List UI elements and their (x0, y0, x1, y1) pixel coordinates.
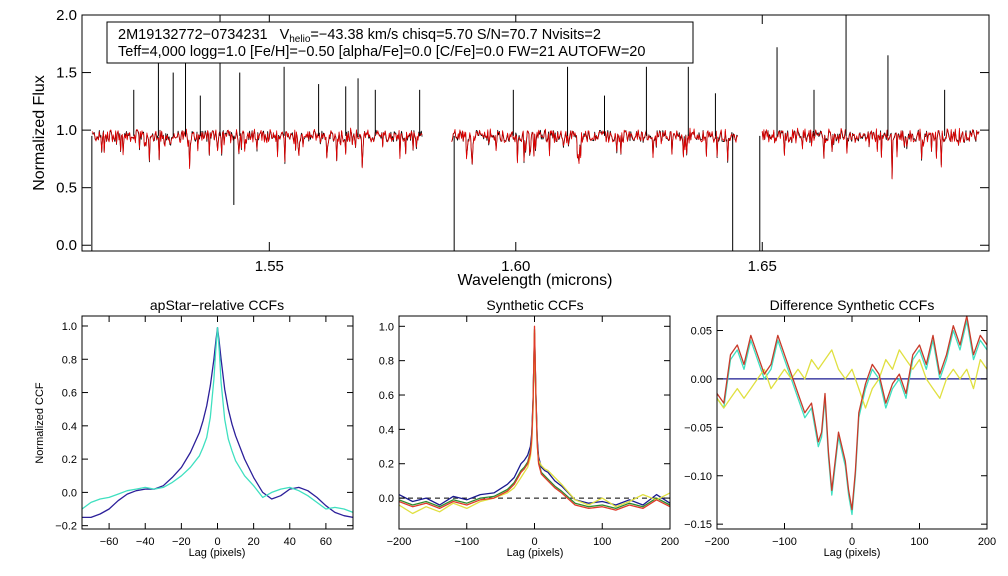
velocity-stats: =−43.38 km/s chisq=5.70 S/N=70.7 Nvisits… (310, 27, 601, 43)
synthetic-ccf-y-tick-label: 0.6 (379, 390, 394, 402)
synthetic-ccf-x-tick-label: −100 (454, 536, 479, 548)
difference-ccf-x-axis-title: Lag (pixels) (824, 547, 881, 559)
apstar-ccf-x-tick-label: 0 (214, 536, 220, 548)
spectrum-x-tick-label: 1.60 (501, 258, 530, 275)
synthetic-ccf-y-tick-label: 1.0 (379, 321, 394, 333)
difference-ccf-y-tick-label: −0.15 (684, 519, 712, 531)
apstar-ccf-series-visit-1 (82, 326, 354, 519)
apstar-ccf-y-tick-label: 0.2 (62, 454, 77, 466)
difference-ccf-panel: −200 −100 0 100 200 −0.15 −0.10 −0.05 0.00 0.05 D… (684, 297, 996, 559)
apstar-ccf-y-tick-label: 0.8 (62, 354, 77, 366)
synthetic-ccf-y-tick-label: 0.4 (379, 424, 394, 436)
difference-ccf-x-tick-label: 200 (978, 536, 996, 548)
spectrum-y-tick-label: 2.0 (56, 7, 77, 24)
apstar-ccf-x-tick-label: −40 (136, 536, 155, 548)
difference-ccf-series-visit-2 (716, 349, 988, 409)
synthetic-ccf-x-tick-label: −200 (387, 536, 412, 548)
difference-ccf-y-tick-label: 0.05 (691, 326, 712, 338)
synthetic-ccf-title: Synthetic CCFs (486, 297, 583, 313)
difference-ccf-y-tick-label: −0.10 (684, 471, 712, 483)
spectrum-x-axis-title: Wavelength (microns) (457, 272, 612, 289)
spectrum-x-tick-label: 1.65 (748, 258, 777, 275)
apstar-ccf-x-tick-label: 20 (248, 536, 260, 548)
difference-ccf-title: Difference Synthetic CCFs (770, 297, 935, 313)
difference-ccf-x-tick-label: 0 (849, 536, 855, 548)
spectrum-y-axis-title: Normalized Flux (31, 75, 48, 191)
difference-ccf-ticks: −200 −100 0 100 200 −0.15 −0.10 −0.05 0.00 0.05 (684, 316, 996, 548)
apstar-ccf-y-axis-title: Normalized CCF (34, 382, 46, 464)
spectrum-model-chip-3 (761, 127, 980, 180)
difference-ccf-x-tick-label: −200 (705, 536, 730, 548)
apstar-ccf-y-tick-label: −0.2 (55, 521, 77, 533)
synthetic-ccf-panel: −200 −100 0 100 200 0.0 0.2 0.4 0.6 0.8 1.0 Synthe… (379, 297, 679, 559)
synthetic-ccf-x-tick-label: 200 (661, 536, 679, 548)
apstar-ccf-y-tick-label: 0.6 (62, 388, 77, 400)
spectrum-y-tick-label: 1.0 (56, 122, 77, 139)
apstar-ccf-title: apStar−relative CCFs (150, 297, 284, 313)
v-symbol: V (280, 27, 290, 43)
spectrum-model-chip-1 (91, 127, 423, 170)
spectrum-plot-frame (81, 14, 990, 252)
spectrum-y-tick-label: 0.5 (56, 180, 77, 197)
info-line-1: 2M19132772−0734231 Vhelio=−43.38 km/s chi… (118, 27, 601, 45)
difference-ccf-y-tick-label: −0.05 (684, 422, 712, 434)
info-box-frame (106, 21, 694, 64)
apstar-ccf-marks (81, 326, 354, 519)
apstar-ccf-panel: −60 −40 −20 0 20 40 60 −0.2 0.0 0.2 0.4 0.6 0.8 1.0 a… (34, 297, 354, 559)
difference-ccf-marks (716, 315, 988, 516)
spectrum-x-tick-label: 1.55 (255, 258, 284, 275)
synthetic-ccf-ticks: −200 −100 0 100 200 0.0 0.2 0.4 0.6 0.8 1.0 (379, 316, 679, 548)
spectrum-ticks: 1.55 1.60 1.65 0.0 0.5 1.0 1.5 2.0 (56, 7, 989, 275)
difference-ccf-series-visit-1 (716, 320, 988, 516)
synthetic-ccf-y-tick-label: 0.2 (379, 459, 394, 471)
apstar-ccf-x-tick-label: −20 (172, 536, 191, 548)
apstar-ccf-x-tick-label: 60 (320, 536, 332, 548)
apstar-ccf-y-tick-label: 0.0 (62, 487, 77, 499)
spectrum-model-chip-2 (451, 127, 738, 165)
difference-ccf-series-visit-3 (716, 315, 988, 511)
apstar-ccf-ticks: −60 −40 −20 0 20 40 60 −0.2 0.0 0.2 0.4 0.6 0.8 1.0 (55, 316, 353, 548)
star-id: 2M19132772−0734231 (118, 27, 268, 43)
synthetic-ccf-marks (398, 325, 671, 515)
difference-ccf-y-tick-label: 0.00 (691, 374, 712, 386)
spectrum-panel: 1.55 1.60 1.65 0.0 0.5 1.0 1.5 2.0 Wavelength (… (31, 7, 990, 289)
apstar-ccf-y-tick-label: 1.0 (62, 321, 77, 333)
apstar-ccf-y-tick-label: 0.4 (62, 421, 77, 433)
apstar-ccf-x-tick-label: 40 (284, 536, 296, 548)
info-line-2: Teff=4,000 logg=1.0 [Fe/H]=−0.50 [alpha/… (118, 44, 645, 60)
apstar-ccf-x-axis-title: Lag (pixels) (189, 547, 246, 559)
synthetic-ccf-y-tick-label: 0.8 (379, 356, 394, 368)
synthetic-ccf-x-tick-label: 100 (593, 536, 611, 548)
synthetic-ccf-x-axis-title: Lag (pixels) (507, 547, 564, 559)
synthetic-ccf-y-tick-label: 0.0 (379, 493, 394, 505)
difference-ccf-plot-frame (716, 315, 988, 530)
synthetic-ccf-series-visit-3 (398, 325, 671, 511)
apstar-ccf-x-tick-label: −60 (100, 536, 119, 548)
spectrum-y-tick-label: 1.5 (56, 65, 77, 82)
spectrum-y-tick-label: 0.0 (56, 237, 77, 254)
spectrum-marks (91, 15, 980, 251)
difference-ccf-x-tick-label: 100 (910, 536, 928, 548)
synthetic-ccf-x-tick-label: 0 (531, 536, 537, 548)
v-subscript: helio (289, 34, 311, 45)
difference-ccf-x-tick-label: −100 (772, 536, 797, 548)
spectrum-info-box: 2M19132772−0734231 Vhelio=−43.38 km/s chi… (106, 21, 694, 64)
apstar-ccf-series-visit-2 (81, 326, 354, 514)
